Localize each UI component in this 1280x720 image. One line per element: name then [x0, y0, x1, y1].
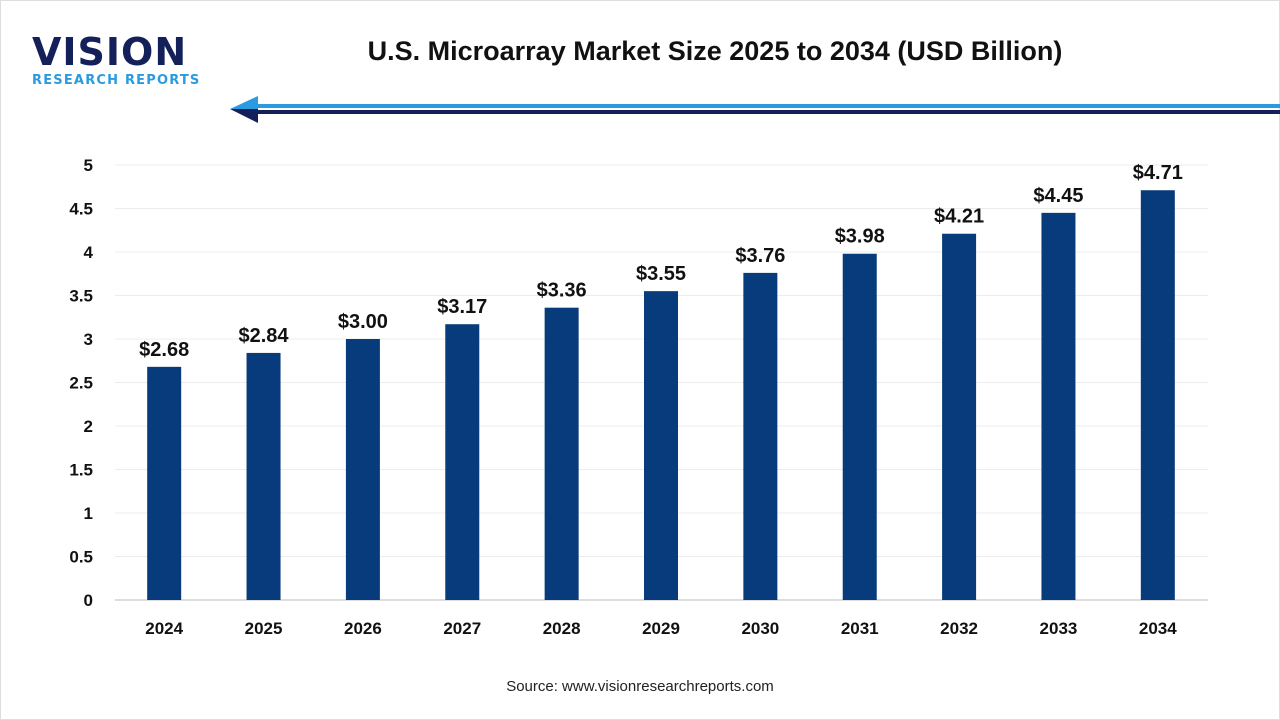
- x-tick-label: 2031: [841, 619, 879, 638]
- y-tick-label: 3: [84, 330, 93, 349]
- x-tick-label: 2030: [741, 619, 779, 638]
- data-label: $3.36: [537, 280, 587, 302]
- bar-2025: [246, 352, 281, 600]
- source-note: Source: www.visionresearchreports.com: [506, 678, 774, 695]
- bar-2028: [544, 307, 579, 600]
- x-tick-label: 2024: [145, 619, 183, 638]
- bar-2029: [644, 291, 678, 600]
- data-label: $2.84: [239, 325, 290, 347]
- arrow-decoration: [230, 96, 1280, 123]
- data-label: $4.21: [934, 206, 984, 228]
- data-label: $3.17: [437, 296, 487, 318]
- y-tick-label: 0: [84, 591, 93, 610]
- data-label: $4.71: [1133, 162, 1183, 184]
- bar-2033: [1041, 212, 1076, 600]
- x-tick-label: 2032: [940, 619, 978, 638]
- data-label: $2.68: [139, 339, 189, 361]
- y-tick-label: 1.5: [69, 461, 93, 480]
- bar-2031: [842, 253, 877, 601]
- x-tick-label: 2033: [1040, 619, 1078, 638]
- y-tick-label: 2.5: [69, 374, 93, 393]
- chart-title: U.S. Microarray Market Size 2025 to 2034…: [367, 36, 1063, 66]
- x-tick-label: 2026: [344, 619, 382, 638]
- logo-sub: RESEARCH REPORTS: [32, 73, 201, 88]
- x-tick-label: 2027: [443, 619, 481, 638]
- data-label: $3.76: [735, 245, 785, 267]
- data-label: $3.55: [636, 263, 686, 285]
- logo: VISION RESEARCH REPORTS: [32, 33, 200, 88]
- x-tick-label: 2028: [543, 619, 581, 638]
- data-label: $3.98: [835, 226, 885, 248]
- logo-main: VISION: [32, 30, 188, 74]
- y-tick-label: 0.5: [69, 548, 93, 567]
- x-tick-label: 2029: [642, 619, 680, 638]
- bar-2026: [345, 339, 380, 600]
- y-tick-label: 1: [84, 504, 93, 523]
- y-tick-label: 4.5: [69, 200, 93, 219]
- data-label: $4.45: [1033, 185, 1083, 207]
- y-tick-label: 5: [84, 156, 93, 175]
- y-tick-label: 3.5: [69, 287, 93, 306]
- bar-2027: [445, 324, 480, 600]
- bar-2030: [743, 272, 778, 600]
- x-tick-label: 2034: [1139, 619, 1177, 638]
- data-label: $3.00: [338, 311, 388, 333]
- bar-2034: [1140, 190, 1175, 601]
- bar-2024: [147, 366, 182, 600]
- y-tick-label: 2: [84, 417, 93, 436]
- y-tick-label: 4: [84, 243, 94, 262]
- bar-2032: [942, 233, 977, 601]
- x-tick-label: 2025: [245, 619, 283, 638]
